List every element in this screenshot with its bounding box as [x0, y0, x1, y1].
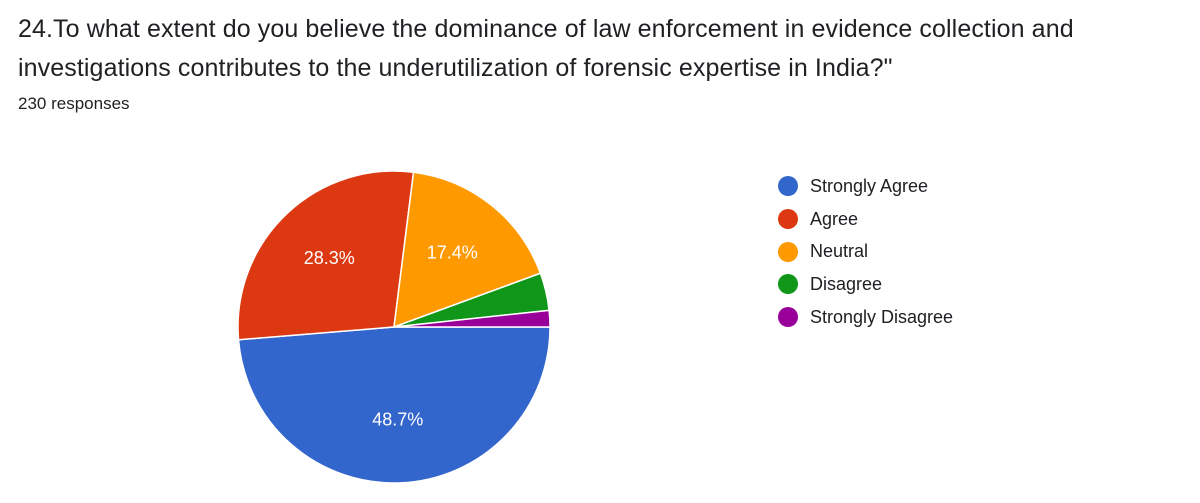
legend-label: Strongly Agree [810, 175, 929, 196]
legend-item[interactable]: Disagree [778, 268, 953, 301]
legend-swatch-icon [778, 176, 798, 197]
response-count: 230 responses [18, 94, 130, 113]
legend-item[interactable]: Neutral [778, 235, 953, 268]
pie-labels: 48.7% 28.3% 17.4% [304, 243, 478, 430]
legend-label: Agree [810, 208, 859, 229]
pie-slices [237, 170, 551, 484]
legend-label: Strongly Disagree [810, 306, 954, 327]
pie-slice-strongly-agree[interactable] [237, 326, 551, 484]
legend-item[interactable]: Agree [778, 203, 953, 236]
legend-swatch-icon [778, 307, 798, 328]
legend-swatch-icon [778, 274, 798, 295]
question-title: 24.To what extent do you believe the dom… [18, 15, 1074, 82]
legend-swatch-icon [778, 209, 798, 230]
pie-slice-neutral[interactable] [393, 171, 542, 329]
legend-item[interactable]: Strongly Disagree [778, 301, 953, 334]
pie-slice-agree[interactable] [237, 170, 415, 341]
legend-label: Neutral [810, 241, 869, 262]
pie-data-label: 17.4% [427, 243, 478, 263]
pie-data-label: 28.3% [304, 248, 355, 268]
pie-slice-strongly-disagree[interactable] [393, 309, 551, 328]
chart-legend: Strongly Agree Agree Neutral Disagree Strong… [778, 170, 953, 333]
pie-data-label: 48.7% [372, 409, 423, 429]
legend-swatch-icon [778, 241, 798, 262]
legend-item[interactable]: Strongly Agree [778, 170, 953, 203]
legend-label: Disagree [810, 273, 883, 294]
